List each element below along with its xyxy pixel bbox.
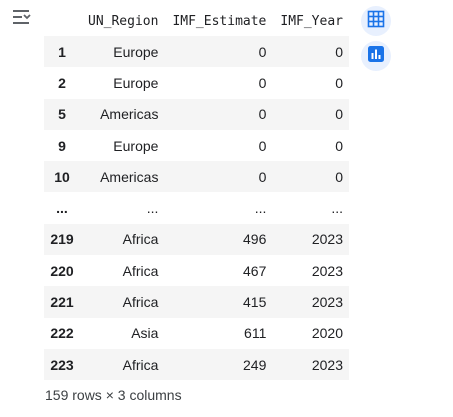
convert-to-interactive-table-button[interactable] (361, 6, 391, 36)
cell-un-region: Africa (80, 286, 165, 318)
cell-imf-estimate: 0 (164, 161, 273, 193)
row-index: 223 (44, 348, 80, 381)
cell-imf-year: 0 (272, 161, 349, 193)
column-header-un-region: UN_Region (88, 13, 159, 29)
row-index: 2 (58, 74, 66, 91)
cell-un-region: Africa (122, 262, 159, 279)
table-row: 222 Asia 611 2020 (44, 318, 349, 349)
cell-imf-estimate: 415 (164, 286, 273, 318)
cell-un-region: Africa (80, 223, 165, 256)
row-index: 1 (44, 36, 80, 68)
table-row: 221 Africa 415 2023 (44, 286, 349, 318)
table-row: 5 Americas 0 0 (44, 98, 349, 130)
table-row: 223 Africa 249 2023 (44, 348, 349, 381)
cell-imf-estimate: 0 (258, 74, 267, 91)
cell-un-region: Americas (80, 98, 165, 130)
cell-imf-estimate: 0 (164, 36, 273, 68)
cell-un-region: Asia (131, 325, 159, 342)
table-header-row: UN_Region IMF_Estimate IMF_Year (44, 6, 349, 36)
cell-imf-estimate: 249 (164, 348, 273, 381)
cell-imf-estimate: 0 (164, 98, 273, 130)
cell-imf-estimate: 496 (164, 223, 273, 256)
cell-un-region: Europe (113, 74, 159, 91)
column-header-imf-estimate: IMF_Estimate (172, 13, 267, 29)
table-row: 10 Americas 0 0 (44, 161, 349, 193)
output-expand-icon (11, 7, 31, 32)
table-row: 2 Europe 0 0 (44, 67, 349, 98)
cell-un-region: Americas (80, 161, 165, 193)
row-index: 220 (50, 262, 74, 279)
cell-imf-year: 0 (272, 36, 349, 68)
row-index: 10 (44, 161, 80, 193)
cell-imf-year: 0 (335, 74, 343, 91)
cell-un-region: Europe (113, 137, 159, 154)
cell-imf-year: ... (331, 200, 343, 217)
table-view-icon (367, 10, 385, 33)
index-header (44, 6, 80, 36)
row-index: 219 (44, 223, 80, 256)
cell-un-region: Africa (80, 348, 165, 381)
cell-imf-year: 0 (272, 98, 349, 130)
dataframe-shape-summary: 159 rows × 3 columns (45, 387, 182, 403)
cell-imf-year: 2023 (311, 262, 343, 279)
table-row: 220 Africa 467 2023 (44, 255, 349, 286)
table-row: 9 Europe 0 0 (44, 130, 349, 161)
row-index: 9 (58, 137, 66, 154)
table-row-ellipsis: ... ... ... ... (44, 192, 349, 223)
row-index: 222 (50, 325, 74, 342)
cell-imf-estimate: 467 (243, 262, 267, 279)
expand-output-button[interactable] (8, 6, 34, 32)
dataframe-table: UN_Region IMF_Estimate IMF_Year 1 Europe… (44, 6, 349, 381)
row-index: 221 (44, 286, 80, 318)
cell-imf-estimate: ... (254, 200, 267, 217)
column-header-imf-year: IMF_Year (280, 13, 343, 29)
table-row: 1 Europe 0 0 (44, 36, 349, 68)
row-index: ... (56, 200, 68, 217)
cell-imf-year: 2023 (272, 348, 349, 381)
suggest-charts-button[interactable] (361, 41, 391, 71)
cell-imf-estimate: 0 (258, 137, 267, 154)
cell-imf-year: 2023 (272, 286, 349, 318)
cell-un-region: Europe (80, 36, 165, 68)
table-row: 219 Africa 496 2023 (44, 223, 349, 256)
cell-imf-year: 2020 (311, 325, 343, 342)
cell-un-region: ... (146, 200, 159, 217)
cell-imf-year: 0 (335, 137, 343, 154)
cell-imf-year: 2023 (272, 223, 349, 256)
row-index: 5 (44, 98, 80, 130)
chart-view-icon (367, 45, 385, 68)
cell-imf-estimate: 611 (244, 325, 267, 342)
